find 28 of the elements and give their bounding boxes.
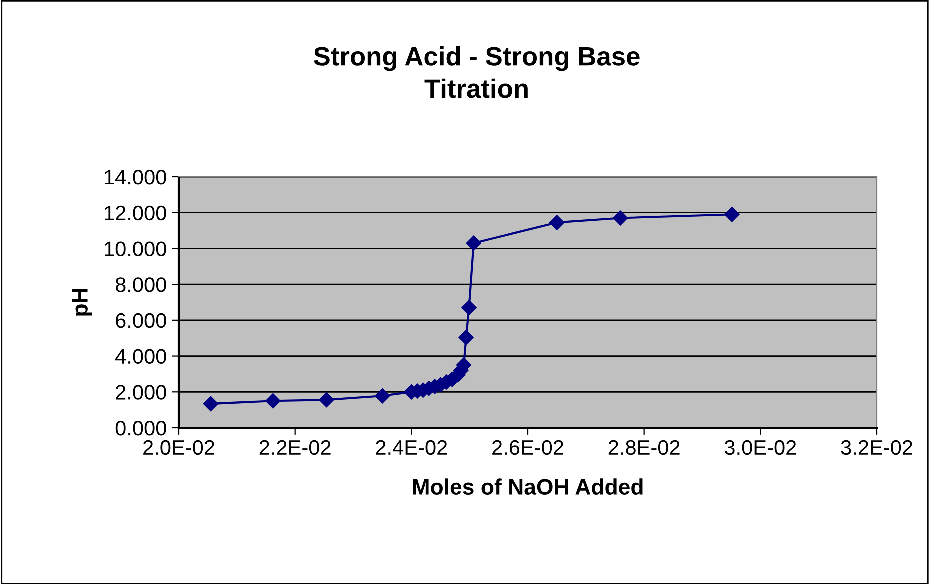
point (462, 300, 477, 316)
point (319, 392, 334, 408)
chart-title: Strong Acid - Strong Base Titration (314, 46, 640, 98)
point (724, 207, 740, 222)
x-tick-label: 2.2E-02 (260, 440, 331, 456)
y-tick-label: 0.000 (116, 421, 166, 436)
x-tick-label: 2.8E-02 (608, 440, 680, 456)
y-axis-title: pH (72, 289, 92, 316)
point (375, 388, 390, 404)
y-tick-label: 14.000 (105, 170, 166, 185)
point (612, 210, 628, 226)
y-tick-label: 10.000 (105, 242, 166, 256)
x-tick-label: 3.0E-02 (724, 440, 796, 456)
point (203, 396, 219, 412)
y-tick-label: 12.000 (105, 206, 166, 221)
x-axis-title: Moles of NaOH Added (413, 478, 643, 495)
x-tick-label: 2.0E-02 (144, 440, 214, 456)
y-tick-label: 6.000 (116, 313, 166, 328)
y-tick-label: 2.000 (116, 385, 166, 400)
y-tick-label: 4.000 (116, 349, 166, 364)
y-tick-label: 8.000 (116, 278, 166, 292)
point (550, 215, 565, 230)
x-tick-label: 2.4E-02 (376, 440, 448, 456)
x-tick-label: 2.6E-02 (492, 440, 564, 456)
point (458, 330, 474, 346)
x-tick-label: 3.2E-02 (841, 440, 912, 456)
point (466, 236, 482, 251)
point (266, 394, 281, 409)
